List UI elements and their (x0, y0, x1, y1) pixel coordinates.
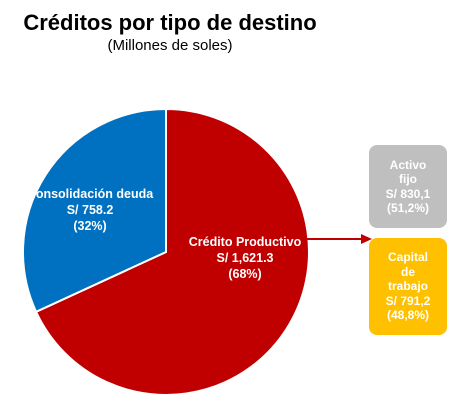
chart-title: Créditos por tipo de destino (23, 10, 317, 35)
activo-value: S/ 830,1 (385, 186, 431, 201)
activo-name-line-1: Activo (389, 157, 427, 172)
capital-value: S/ 791,2 (385, 293, 431, 308)
chart-subtitle: (Millones de soles) (107, 37, 233, 54)
capital-name-line-3: trabajo (387, 279, 428, 294)
label-consolidacion-name: Consolidación deuda (27, 187, 154, 201)
breakdown-box-activo-fijo: Activo fijo S/ 830,1 (51,2%) (369, 145, 447, 228)
breakdown-arrow-head (361, 234, 372, 244)
activo-name-line-2: fijo (399, 172, 417, 186)
capital-name-line-2: de (400, 264, 415, 279)
slice-credito-productivo (34, 107, 310, 396)
label-consolidacion-value: S/ 758.2 (67, 203, 114, 217)
label-productivo-percent: (68%) (228, 267, 261, 281)
capital-name-line-1: Capital (387, 250, 428, 265)
label-productivo-name: Crédito Productivo (189, 235, 302, 249)
activo-percent: (51,2%) (386, 201, 430, 215)
label-productivo-value: S/ 1,621.3 (217, 251, 274, 265)
breakdown-box-capital-trabajo: Capital de trabajo S/ 791,2 (48,8%) (369, 238, 447, 335)
slice-consolidacion-deuda (22, 107, 167, 314)
capital-percent: (48,8%) (386, 308, 430, 323)
label-consolidacion-percent: (32%) (73, 219, 106, 233)
